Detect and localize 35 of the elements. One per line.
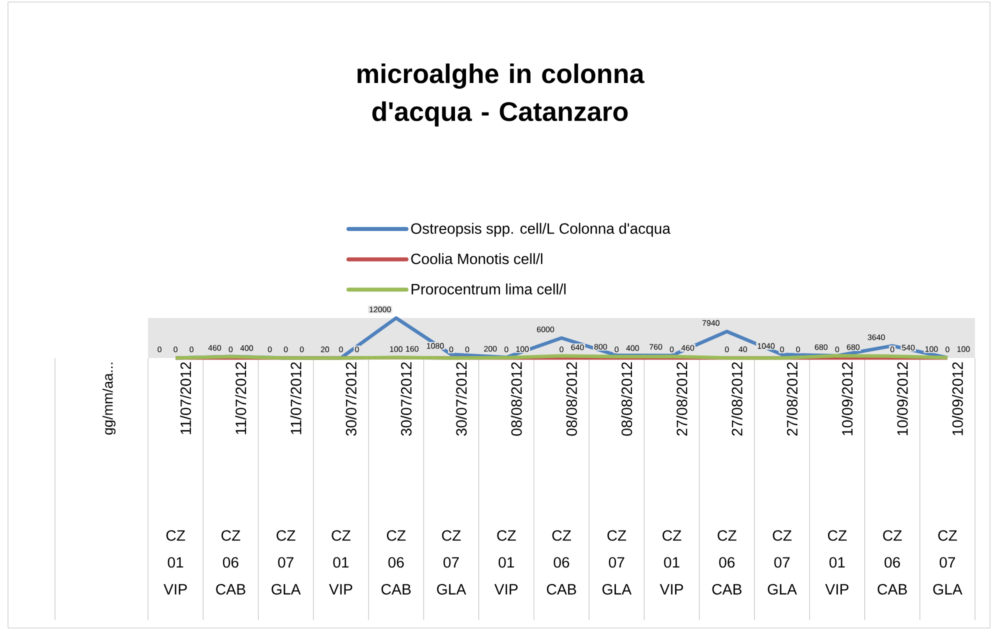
x-tick-label: 08/08/2012 bbox=[566, 362, 577, 436]
y-axis-title: gg/mm/aa... bbox=[102, 362, 116, 435]
text: CZ 07 GLA bbox=[602, 530, 632, 595]
text: CZ 07 GLA bbox=[272, 530, 301, 595]
x-tick-label: 27/08/2012 bbox=[786, 362, 798, 436]
x-tick-label: 30/07/2012 bbox=[400, 362, 412, 436]
text: CZ 06 CAB bbox=[546, 530, 576, 595]
x-tick-label: 10/09/2012 bbox=[952, 362, 963, 436]
text: CZ 01 VIP bbox=[328, 530, 352, 594]
legend-label: Prorocentrum lima cell/l bbox=[412, 284, 566, 294]
chart-title: microalghe in colonna d'acqua - Catanzaro bbox=[358, 64, 644, 126]
text: CZ 01 VIP bbox=[494, 530, 518, 594]
text: CZ 01 VIP bbox=[825, 530, 848, 594]
x-tick-label: 30/07/2012 bbox=[456, 362, 467, 436]
text: CZ 01 VIP bbox=[164, 530, 187, 594]
x-tick-label: 08/08/2012 bbox=[510, 362, 522, 436]
x-tick-label: 08/08/2012 bbox=[621, 362, 632, 436]
x-tick-label: 11/07/2012 bbox=[290, 362, 302, 434]
legend-label: Ostreopsis spp. cell/L Colonna d'acqua bbox=[411, 222, 670, 237]
x-tick-label: 10/09/2012 bbox=[842, 362, 853, 436]
x-tick-label: 11/07/2012 bbox=[180, 362, 192, 434]
x-tick-label: 27/08/2012 bbox=[731, 362, 742, 436]
text: CZ 07 GLA bbox=[768, 530, 797, 595]
text: CZ 01 VIP bbox=[660, 530, 684, 594]
text: CZ 06 CAB bbox=[216, 530, 246, 595]
x-tick-label: 30/07/2012 bbox=[345, 362, 356, 436]
x-tick-label: 27/08/2012 bbox=[676, 362, 688, 436]
legend-label: Coolia Monotis cell/l bbox=[411, 253, 542, 264]
x-tick-label: 11/07/2012 bbox=[235, 362, 246, 434]
text: CZ 07 GLA bbox=[933, 530, 962, 595]
text: CZ 06 CAB bbox=[382, 530, 411, 595]
text: CZ 06 CAB bbox=[878, 530, 907, 595]
text: CZ 07 GLA bbox=[437, 530, 466, 595]
text: CZ 06 CAB bbox=[712, 530, 742, 595]
x-tick-label: 10/09/2012 bbox=[896, 362, 908, 436]
